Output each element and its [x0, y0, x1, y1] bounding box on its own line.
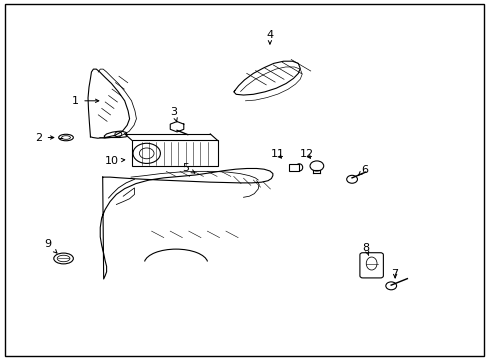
Text: 8: 8 [362, 243, 368, 256]
Bar [132, 140, 217, 166]
Text: 2: 2 [36, 132, 54, 143]
Text: 3: 3 [170, 107, 177, 122]
Text: 10: 10 [104, 156, 124, 166]
Text: 7: 7 [391, 269, 398, 279]
Bar [288, 164, 299, 171]
Text: 4: 4 [266, 30, 273, 44]
Text: 5: 5 [182, 163, 194, 173]
Text: 11: 11 [270, 149, 284, 159]
Text: 6: 6 [357, 165, 367, 176]
Text: 1: 1 [72, 96, 99, 106]
FancyBboxPatch shape [359, 253, 383, 278]
Text: 9: 9 [44, 239, 57, 253]
Text: 12: 12 [300, 149, 313, 159]
